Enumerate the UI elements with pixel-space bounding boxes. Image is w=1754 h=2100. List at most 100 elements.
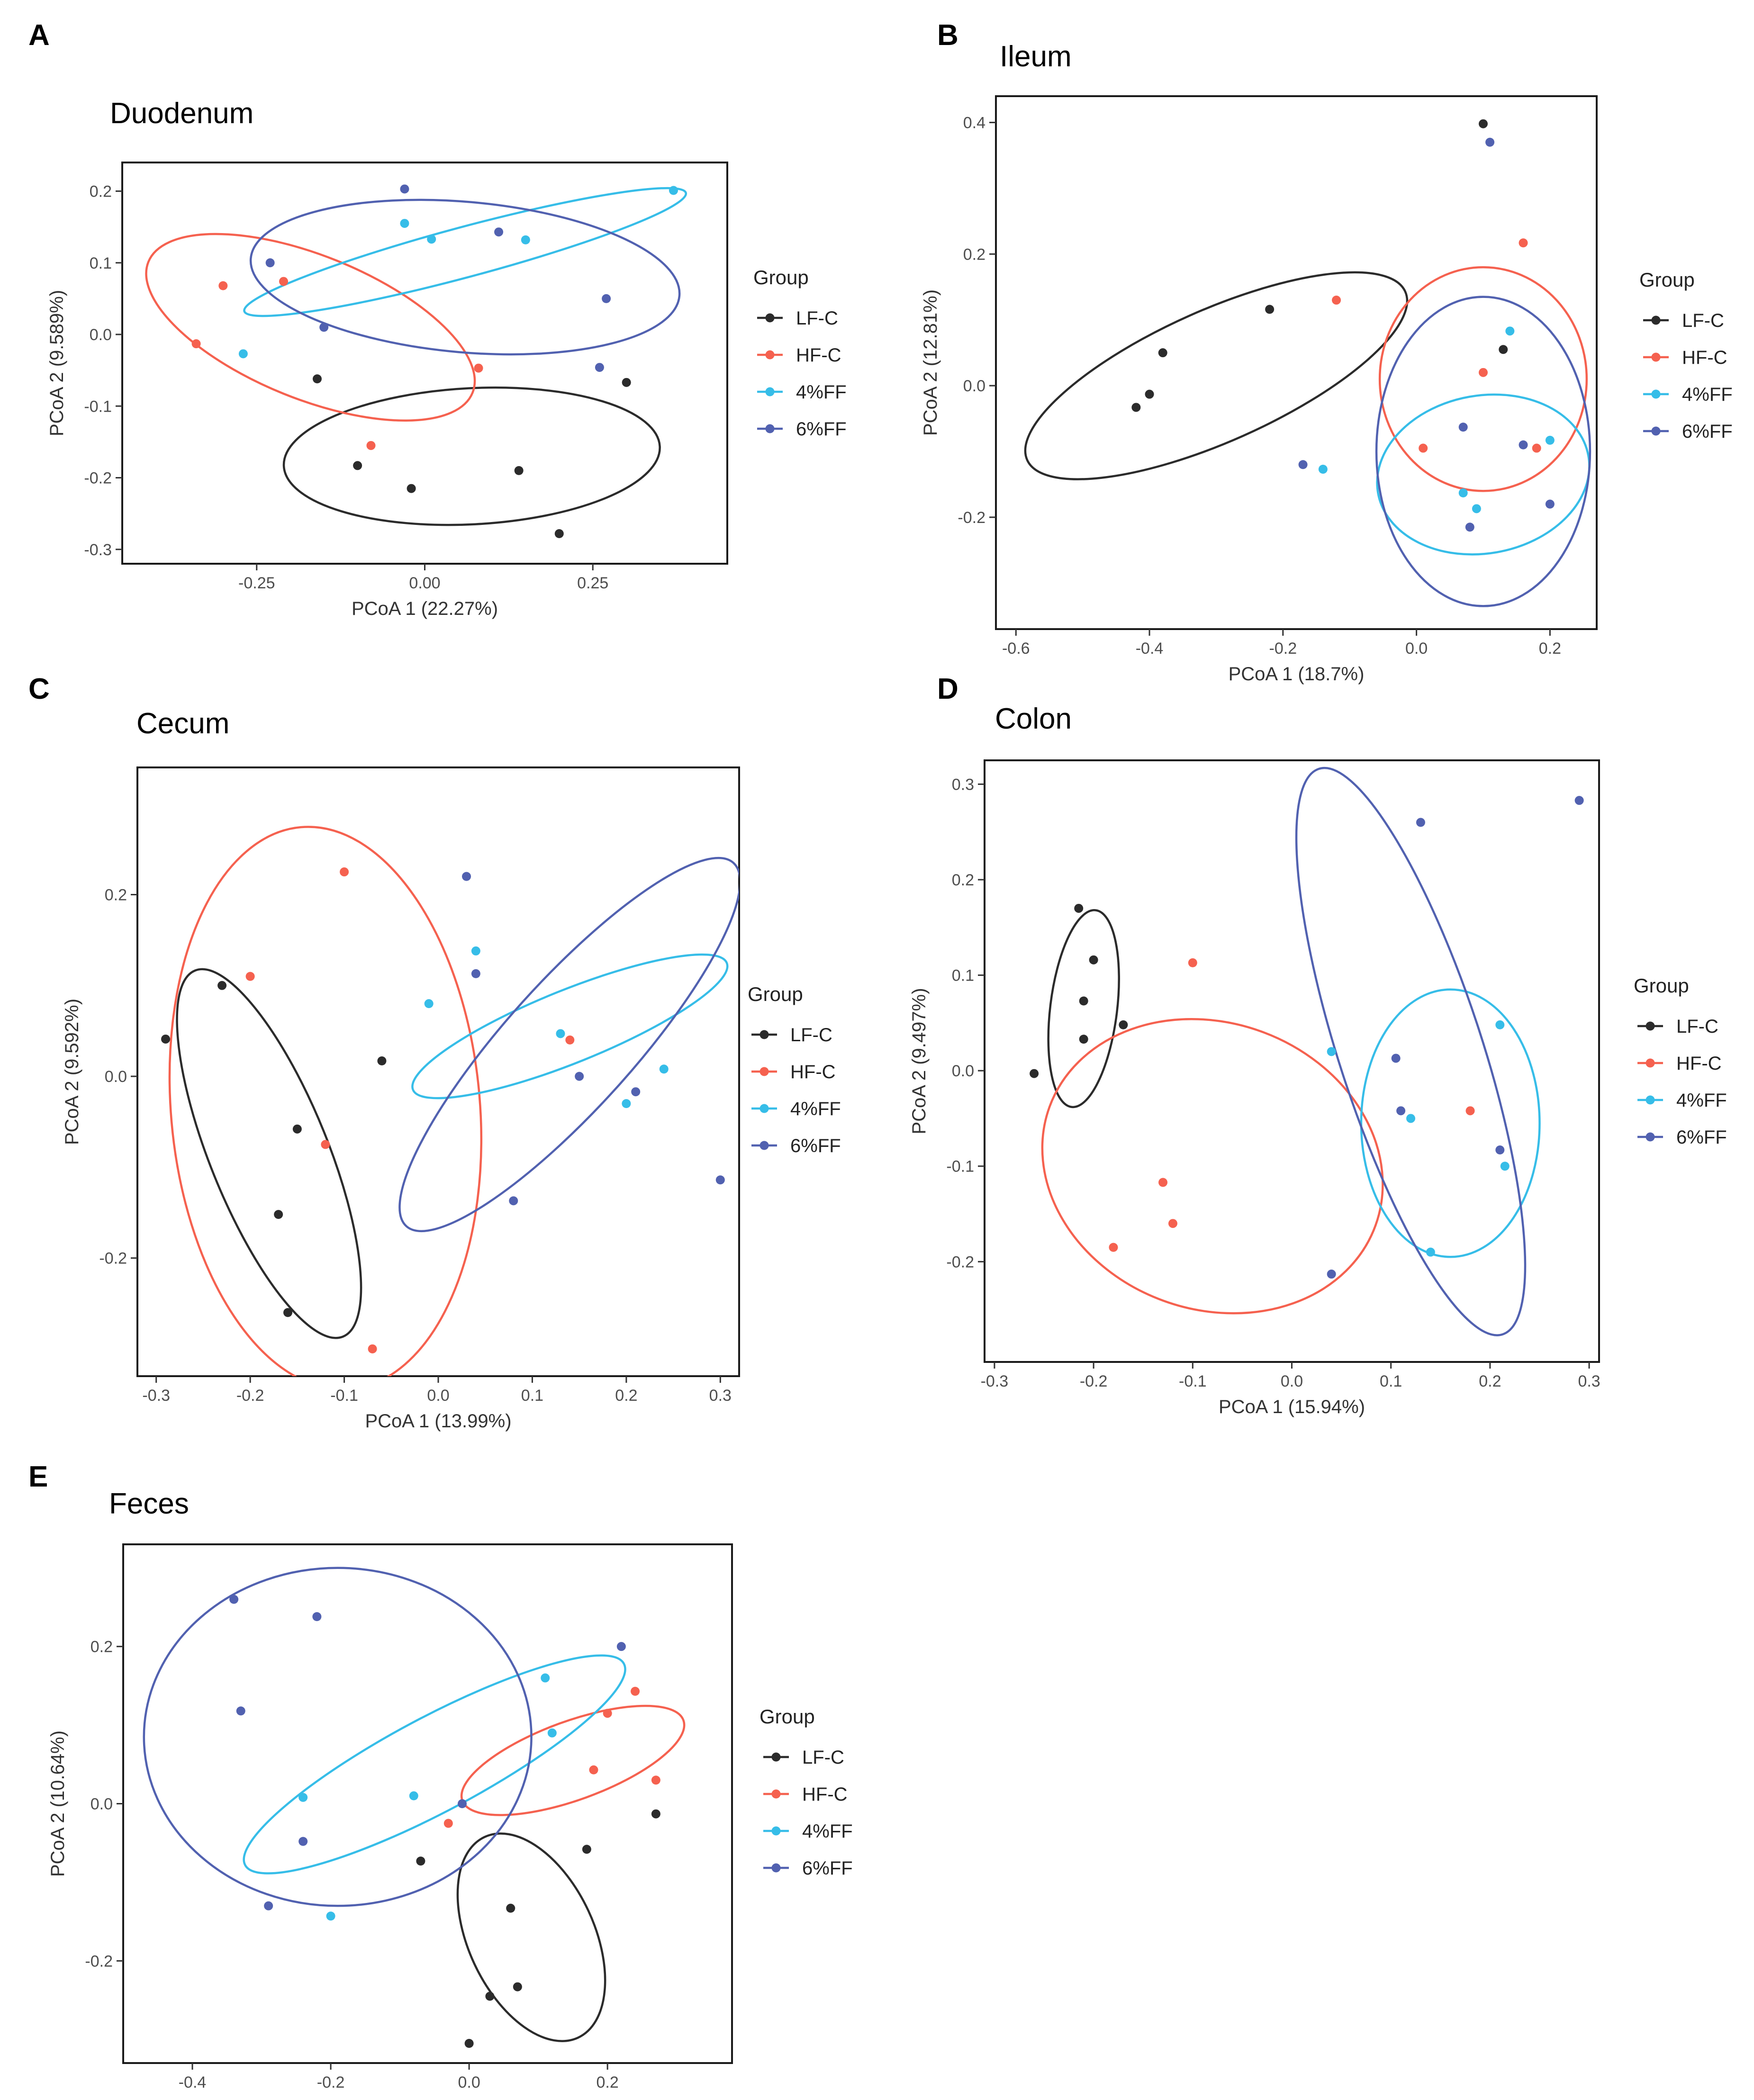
data-point (238, 349, 248, 359)
series-6pctff (1327, 796, 1584, 1279)
data-point (1168, 1219, 1177, 1228)
legend-label: LF-C (790, 1025, 832, 1045)
legend-key-dot (1646, 1021, 1655, 1031)
legend-label: 6%FF (796, 419, 847, 440)
data-point (407, 484, 416, 493)
series-4pctff (298, 1673, 557, 1921)
data-point (1079, 1035, 1088, 1044)
data-point (1332, 296, 1341, 305)
data-point (1119, 1020, 1128, 1029)
series-4pctff (1327, 1020, 1510, 1257)
legend-label: 4%FF (802, 1821, 853, 1842)
x-tick-label: -0.25 (238, 574, 275, 592)
legend-key-dot (771, 1789, 781, 1799)
plot-frame (995, 95, 1598, 630)
data-point (191, 339, 201, 349)
data-point (1074, 903, 1084, 913)
legend-label: LF-C (1676, 1016, 1718, 1037)
data-point (298, 1837, 308, 1846)
data-point (715, 1175, 725, 1185)
legend-title: Group (1639, 269, 1695, 291)
data-point (1318, 465, 1328, 474)
data-point (366, 441, 376, 450)
x-tick-label: -0.3 (981, 1372, 1009, 1390)
y-tick-label: -0.2 (946, 1253, 974, 1271)
data-point (1465, 523, 1474, 532)
data-point (218, 281, 228, 290)
x-tick-label: 0.2 (597, 2073, 619, 2091)
x-tick-label: 0.00 (409, 574, 440, 592)
y-tick-label: -0.2 (84, 469, 112, 487)
data-point (424, 999, 434, 1009)
data-point (595, 363, 604, 372)
panel-a: A Duodenum -0.25 0.00 0.25 -0.3 -0.2 -0.1 0.0 0.1… (28, 19, 847, 619)
x-tick-label: 0.0 (1281, 1372, 1303, 1390)
ellipse-lf-c (282, 386, 661, 526)
data-point (1396, 1106, 1406, 1116)
x-tick-label: -0.2 (1269, 640, 1297, 658)
data-point (264, 1901, 273, 1911)
x-tick-label: 0.0 (427, 1387, 449, 1405)
x-tick-label: -0.3 (142, 1387, 170, 1405)
data-point (1158, 348, 1167, 358)
legend-key-dot (1651, 426, 1661, 436)
confidence-ellipses (1024, 266, 1591, 607)
ellipse-lf-c (1024, 271, 1409, 480)
y-tick-label: 0.2 (90, 183, 112, 201)
data-point (622, 378, 631, 387)
x-tick-label: -0.4 (1136, 640, 1164, 658)
legend-key-dot (1646, 1058, 1655, 1068)
panel-b: B Ileum -0.6 -0.4 -0.2 0.0 0.2 -0.2 0.0 0.2 0.4 PCo… (920, 19, 1733, 685)
data-point (1545, 435, 1555, 445)
data-point (575, 1072, 584, 1081)
x-tick-label: 0.2 (1479, 1372, 1501, 1390)
data-point (1079, 996, 1088, 1006)
series-lf-c (1030, 903, 1128, 1078)
data-point (1495, 1020, 1505, 1029)
data-point (602, 294, 611, 303)
data-point (554, 529, 564, 538)
x-tick-label: 0.0 (458, 2073, 480, 2091)
data-point (513, 1982, 522, 1992)
y-tick-label: 0.4 (963, 114, 985, 132)
data-point (1499, 345, 1508, 354)
x-tick-label: -0.1 (330, 1387, 358, 1405)
data-point (631, 1087, 641, 1097)
data-point (547, 1728, 557, 1738)
data-point (1458, 423, 1468, 432)
y-tick-label: 0.1 (952, 967, 974, 985)
x-axis-label: PCoA 1 (18.36%) (354, 2098, 501, 2100)
data-point (1426, 1247, 1435, 1257)
series-hf-c (245, 867, 575, 1353)
y-tick-label: -0.1 (84, 397, 112, 415)
legend-label: HF-C (1676, 1053, 1722, 1074)
data-point (326, 1911, 335, 1921)
data-point (161, 1034, 171, 1044)
series-hf-c (1332, 238, 1541, 453)
ellipse-6pctff (398, 856, 739, 1233)
legend-key-dot (1646, 1095, 1655, 1105)
data-point (494, 227, 504, 237)
data-point (236, 1706, 245, 1716)
y-tick-label: 0.0 (952, 1062, 974, 1080)
legend-key-dot (765, 387, 775, 397)
data-point (409, 1791, 418, 1801)
data-point (1109, 1243, 1118, 1252)
legend-key-dot (1646, 1132, 1655, 1142)
data-point (416, 1857, 425, 1866)
ellipse-4pctff (411, 953, 729, 1100)
data-point (521, 235, 530, 244)
confidence-ellipses (145, 187, 687, 526)
y-tick-label: 0.2 (952, 871, 974, 889)
data-point (265, 258, 275, 268)
legend: Group LF-C HF-C 4%FF 6%FF (1639, 269, 1733, 442)
data-point (565, 1035, 575, 1045)
legend-key-dot (765, 424, 775, 433)
series-4pctff (1318, 326, 1555, 514)
data-point (1298, 460, 1308, 469)
ellipse-hf-c (168, 826, 483, 1376)
x-tick-label: -0.4 (179, 2073, 207, 2091)
ellipse-hf-c (145, 233, 476, 422)
ellipse-hf-c (1041, 1018, 1384, 1315)
